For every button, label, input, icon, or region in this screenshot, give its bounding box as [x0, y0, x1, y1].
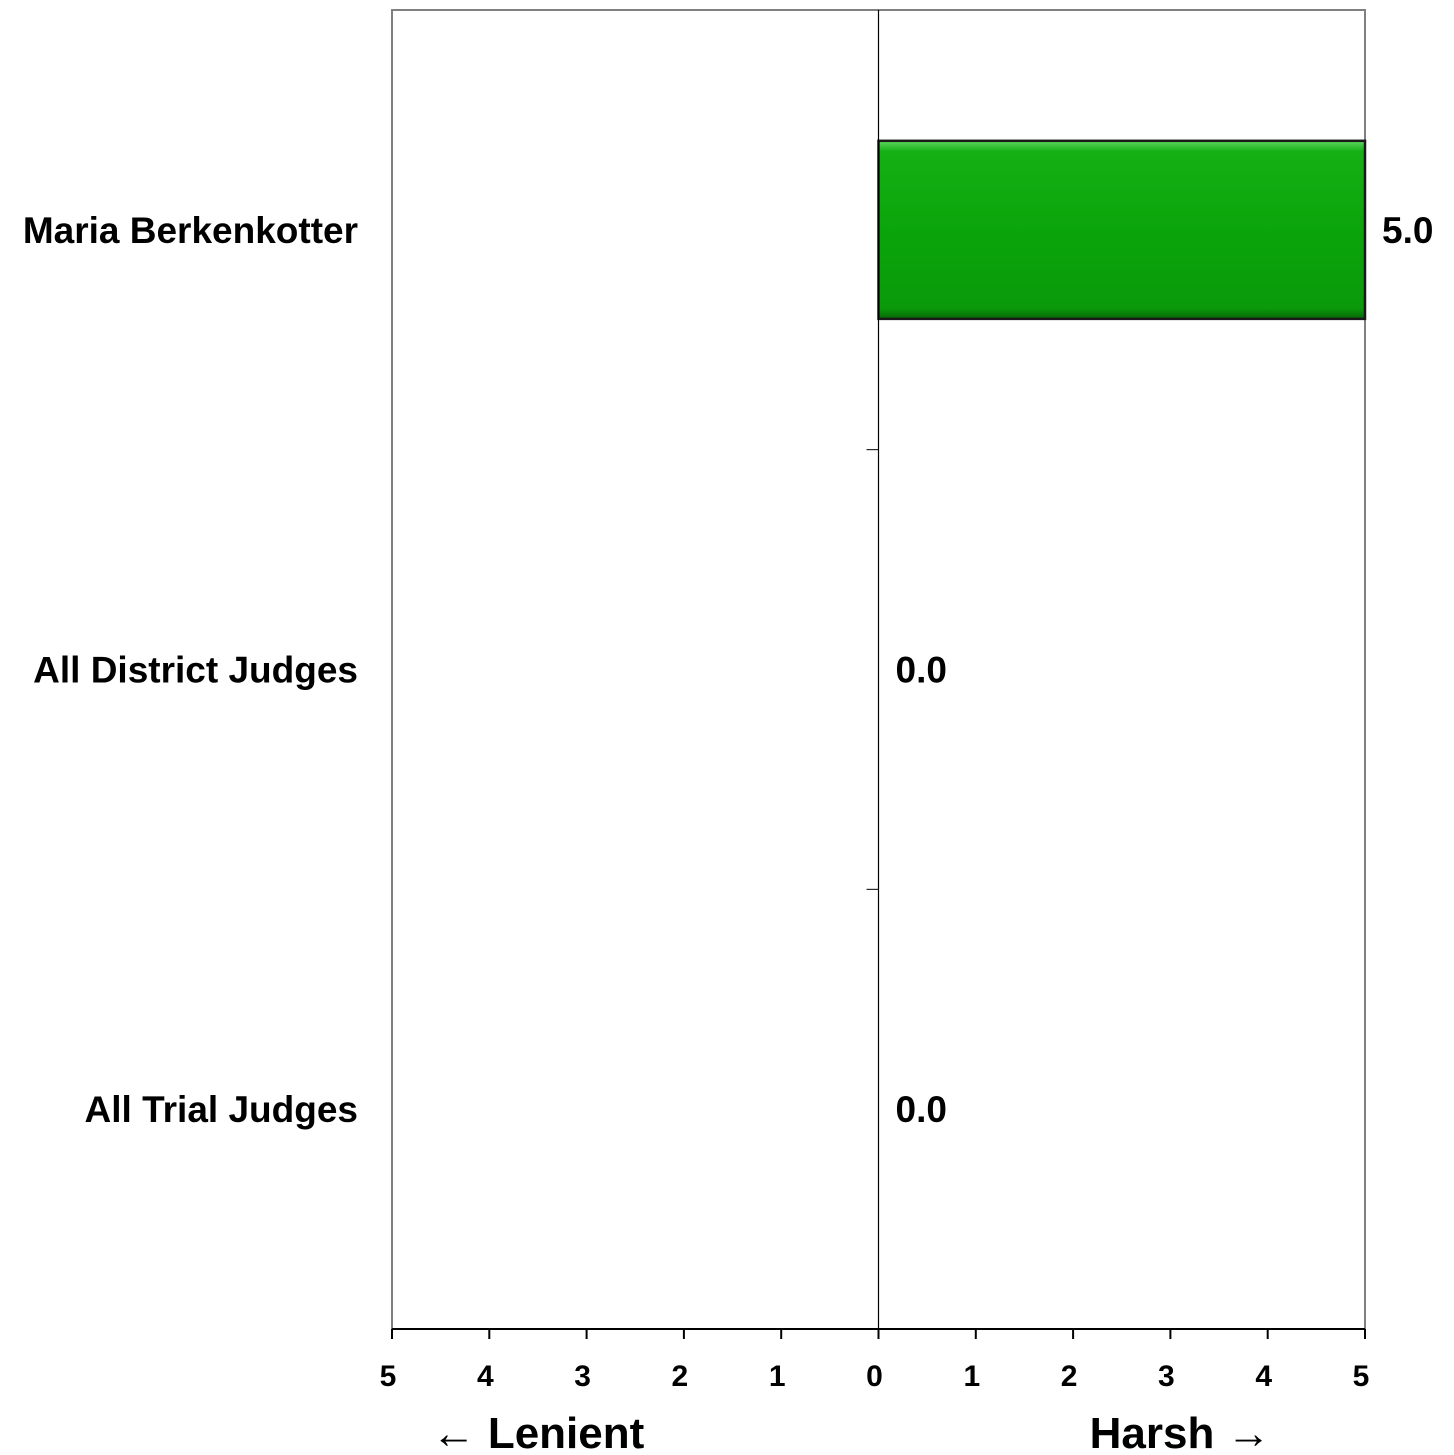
category-label: All Trial Judges [85, 1089, 358, 1130]
x-tick-label: 2 [672, 1360, 689, 1393]
category-label: All District Judges [33, 650, 358, 691]
x-tick-label: 5 [1353, 1360, 1370, 1393]
x-axis-ticks: 5 4 3 2 1 0 1 2 3 4 5 [380, 1329, 1370, 1393]
value-label: 0.0 [896, 650, 947, 691]
x-tick-label: 3 [574, 1360, 591, 1393]
value-label: 0.0 [896, 1089, 947, 1130]
x-tick-label: 3 [1158, 1360, 1175, 1393]
x-tick-label: 4 [1255, 1360, 1272, 1393]
x-tick-label: 1 [963, 1360, 980, 1393]
bar [877, 139, 1367, 321]
x-tick-label: 2 [1061, 1360, 1078, 1393]
bars-layer [877, 139, 1367, 321]
x-tick-label: 5 [380, 1360, 397, 1393]
x-tick-label: 1 [769, 1360, 786, 1393]
value-label: 5.0 [1382, 210, 1433, 251]
value-labels: 5.0 0.0 0.0 [896, 210, 1434, 1130]
x-tick-label: 4 [477, 1360, 494, 1393]
x-tick-label: 0 [866, 1360, 883, 1393]
category-labels: Maria Berkenkotter All District Judges All… [23, 210, 358, 1130]
category-label: Maria Berkenkotter [23, 210, 358, 251]
category-ticks [866, 449, 879, 890]
harsh-direction-label: Harsh → [1090, 1409, 1271, 1455]
lenient-direction-label: ← Lenient [432, 1409, 645, 1455]
